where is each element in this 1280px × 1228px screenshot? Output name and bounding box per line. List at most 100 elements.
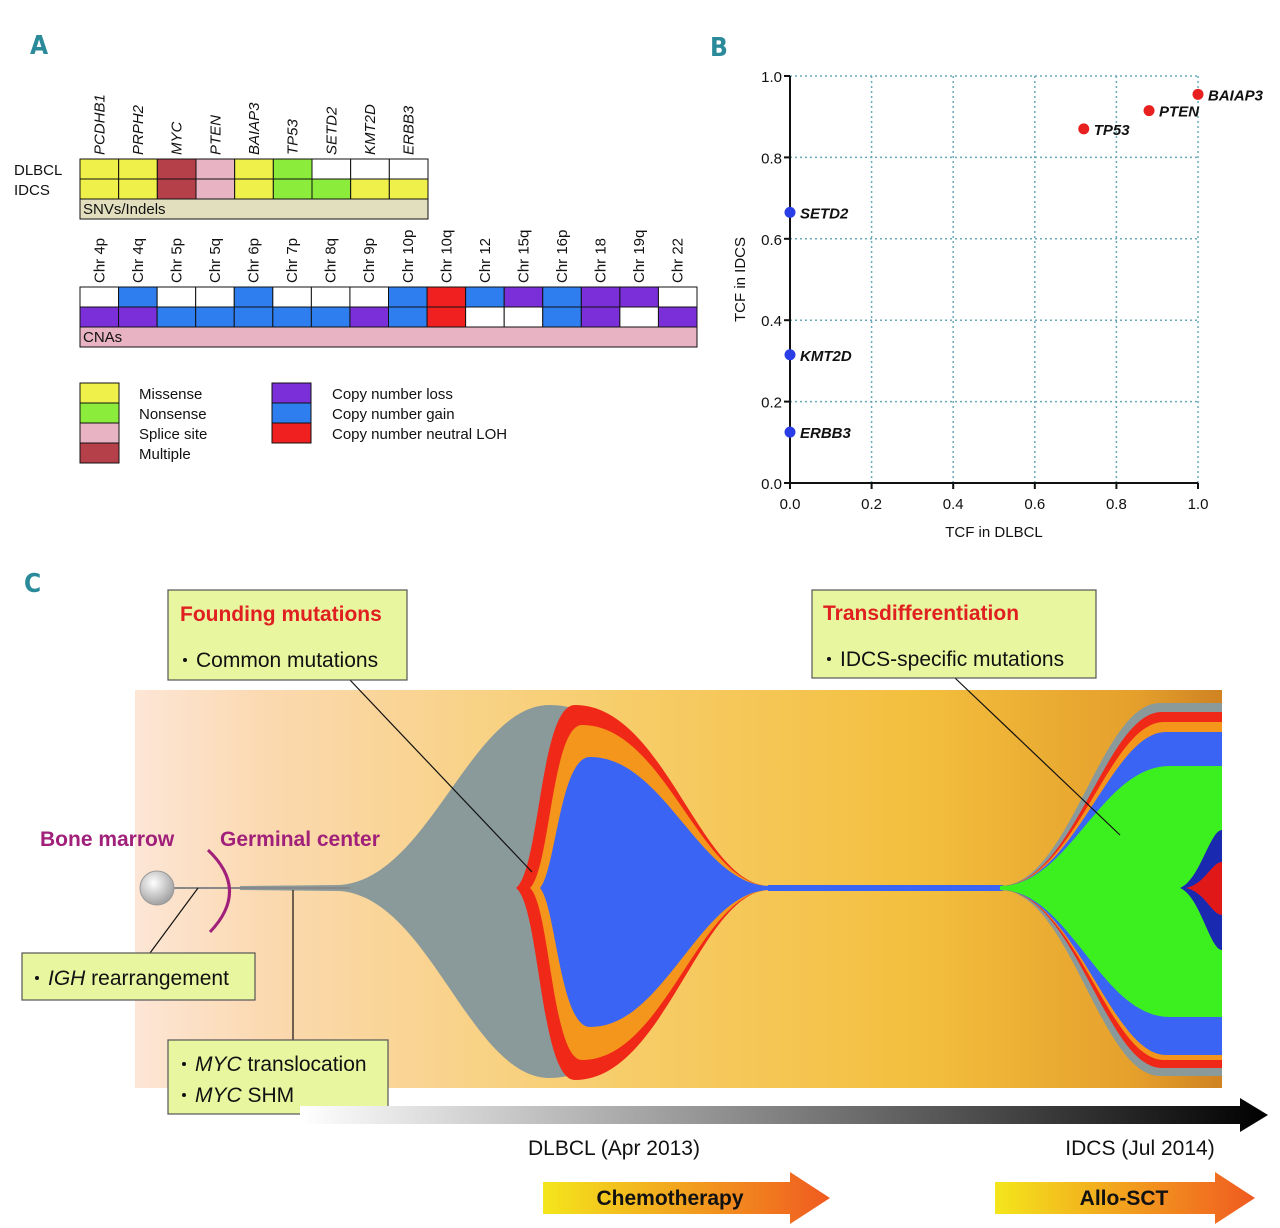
cell bbox=[118, 178, 158, 200]
column-label: BAIAP3 bbox=[246, 102, 263, 155]
treatment-arrow bbox=[995, 1172, 1255, 1224]
event: translocation bbox=[242, 1053, 367, 1076]
cell bbox=[233, 286, 274, 308]
cell bbox=[79, 158, 120, 180]
column-label: Chr 9p bbox=[361, 238, 378, 283]
cell bbox=[118, 306, 158, 328]
cell bbox=[657, 306, 698, 328]
column-label: Chr 15q bbox=[515, 230, 532, 283]
cell bbox=[349, 286, 389, 308]
point-label: ERBB3 bbox=[800, 425, 852, 442]
point-label: SETD2 bbox=[800, 205, 849, 222]
cell bbox=[311, 178, 352, 200]
timepoint: DLBCL (Apr 2013) bbox=[528, 1137, 700, 1160]
cell bbox=[234, 158, 274, 180]
column-label: Chr 18 bbox=[593, 238, 610, 283]
panel-c: C Bone marrow Germinal center Founding m… bbox=[21, 569, 1268, 1224]
column-label: Chr 12 bbox=[477, 238, 494, 283]
x-axis-title: TCF in DLBCL bbox=[945, 524, 1043, 541]
cell bbox=[156, 306, 197, 328]
callout-box bbox=[167, 1039, 389, 1115]
stem-cell bbox=[139, 870, 175, 906]
legend-swatch bbox=[79, 422, 120, 444]
niche-boundary bbox=[206, 848, 231, 934]
legend-label: Splice site bbox=[139, 426, 207, 443]
bullet bbox=[35, 976, 39, 980]
cell bbox=[349, 306, 389, 328]
cell bbox=[195, 306, 235, 328]
cell bbox=[542, 286, 582, 308]
cell bbox=[465, 306, 505, 328]
column-label: Chr 6p bbox=[246, 238, 263, 283]
column-label: KMT2D bbox=[362, 104, 379, 155]
caption: SNVs/Indels bbox=[83, 201, 166, 218]
column-label: Chr 4p bbox=[91, 238, 108, 283]
legend-swatch bbox=[79, 442, 120, 464]
cell bbox=[388, 306, 428, 328]
cell bbox=[619, 286, 659, 308]
cell bbox=[156, 158, 197, 180]
cell bbox=[234, 178, 274, 200]
panel-a: A PCDHB1 PRPH2 MYC PTEN BAIAP3 TP53 SETD2 KMT2D… bbox=[14, 31, 698, 464]
point bbox=[1078, 123, 1090, 135]
legend-label: Copy number neutral LOH bbox=[332, 426, 507, 443]
legend-swatch bbox=[79, 402, 120, 424]
callout-box bbox=[21, 952, 256, 1001]
clone bbox=[540, 757, 770, 1027]
event: SHM bbox=[242, 1084, 295, 1107]
x-tick-label: 0.4 bbox=[943, 496, 964, 513]
point-label: PTEN bbox=[1159, 104, 1200, 121]
callout-title: Founding mutations bbox=[180, 603, 382, 626]
cell bbox=[156, 178, 197, 200]
legend-label: Copy number gain bbox=[332, 406, 455, 423]
caption-bar bbox=[79, 198, 429, 220]
cell bbox=[310, 306, 351, 328]
cell bbox=[272, 158, 313, 180]
panel-label: C bbox=[24, 569, 41, 599]
column-label: Chr 19q bbox=[631, 230, 648, 283]
column-label: Chr 16p bbox=[554, 230, 571, 283]
gene: MYC bbox=[195, 1084, 243, 1107]
cell bbox=[503, 306, 544, 328]
cell bbox=[118, 286, 158, 308]
cell bbox=[465, 286, 505, 308]
cell bbox=[195, 178, 236, 200]
point bbox=[784, 206, 796, 218]
bullet bbox=[182, 1093, 186, 1097]
bullet bbox=[182, 1062, 186, 1066]
callout-item: IDCS-specific mutations bbox=[840, 648, 1064, 671]
column-label: ERBB3 bbox=[401, 105, 418, 155]
leader-line bbox=[349, 679, 533, 873]
y-tick-label: 0.8 bbox=[761, 150, 782, 167]
cell bbox=[311, 158, 352, 180]
column-label: Chr 5q bbox=[207, 238, 224, 283]
clone bbox=[768, 885, 1003, 891]
point bbox=[1192, 88, 1204, 100]
treatment: Chemotherapy bbox=[596, 1187, 743, 1210]
x-tick-label: 0.6 bbox=[1024, 496, 1045, 513]
column-label: SETD2 bbox=[323, 106, 340, 155]
x-tick-label: 1.0 bbox=[1188, 496, 1209, 513]
x-tick-label: 0.8 bbox=[1106, 496, 1127, 513]
bullet bbox=[827, 657, 831, 661]
cell bbox=[272, 286, 312, 308]
cell bbox=[503, 286, 544, 308]
cell bbox=[156, 286, 197, 308]
row-label: DLBCL bbox=[14, 162, 62, 179]
y-tick-label: 0.4 bbox=[761, 313, 782, 330]
cell bbox=[272, 178, 313, 200]
legend-swatch bbox=[271, 402, 312, 424]
cell bbox=[233, 306, 274, 328]
gene: MYC bbox=[195, 1053, 243, 1076]
legend-label: Copy number loss bbox=[332, 386, 453, 403]
legend-swatch bbox=[271, 382, 312, 404]
column-label: Chr 22 bbox=[670, 238, 687, 283]
y-tick-label: 1.0 bbox=[761, 69, 782, 86]
clone bbox=[1000, 766, 1222, 1017]
point bbox=[784, 426, 796, 438]
callout-item: MYC translocation bbox=[195, 1053, 367, 1076]
column-label: MYC bbox=[169, 122, 186, 156]
point-label: BAIAP3 bbox=[1208, 87, 1264, 104]
cell bbox=[195, 158, 236, 180]
